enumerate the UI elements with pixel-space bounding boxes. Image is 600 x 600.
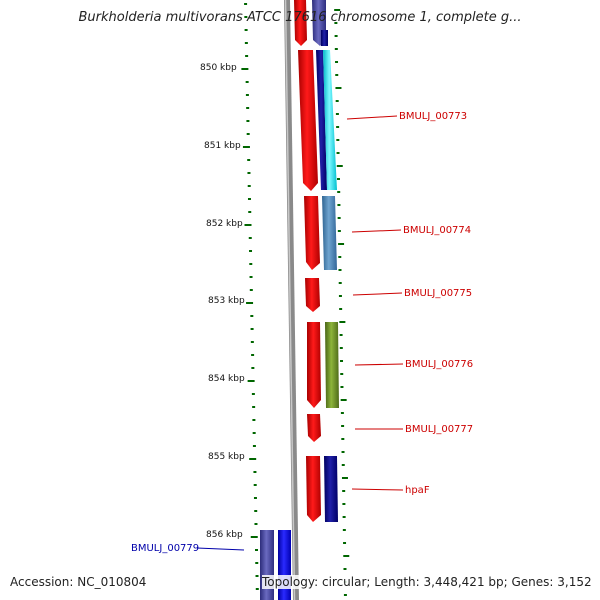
page-title: Burkholderia multivorans ATCC 17616 chro… — [78, 10, 522, 25]
scale-label-851: 851 kbp — [204, 141, 241, 151]
forward-strand-genes — [278, 0, 321, 600]
gene-arrow-00779[interactable] — [260, 530, 274, 600]
gene-labels: BMULJ_00773 BMULJ_00774 BMULJ_00775 BMUL… — [131, 111, 473, 554]
gene-label-hpaF[interactable]: hpaF — [405, 485, 430, 496]
gene-arrow-forward-6[interactable] — [306, 456, 321, 522]
gene-label-00773[interactable]: BMULJ_00773 — [399, 111, 467, 122]
gene-label-00776[interactable]: BMULJ_00776 — [405, 359, 473, 370]
leader-00776 — [354, 363, 404, 366]
accession-label: Accession: NC_010804 — [10, 575, 147, 589]
gene-track-ticks — [334, 9, 350, 596]
leader-00773 — [346, 115, 398, 120]
scale-label-855: 855 kbp — [208, 452, 245, 462]
gene-arrow-top-navy[interactable] — [321, 30, 328, 46]
chromosome-backbone — [284, 0, 299, 600]
topology-label: Topology: circular; Length: 3,448,421 bp… — [262, 575, 592, 589]
leader-00775 — [352, 292, 403, 296]
gene-arrow-forward-1[interactable] — [298, 50, 318, 191]
gene-arrow-00774[interactable] — [322, 196, 337, 270]
scale-label-850: 850 kbp — [200, 63, 237, 73]
gene-arrow-00773[interactable] — [323, 50, 337, 190]
gene-arrow-forward-4[interactable] — [307, 322, 321, 408]
gene-label-00775[interactable]: BMULJ_00775 — [404, 288, 472, 299]
leader-00779 — [196, 547, 245, 551]
gene-arrow-hpaF[interactable] — [324, 456, 338, 522]
reverse-strand-genes — [260, 0, 339, 600]
gene-label-00777[interactable]: BMULJ_00777 — [405, 424, 473, 435]
gene-arrow-00773-navy[interactable] — [316, 50, 327, 190]
gene-arrow-forward-7[interactable] — [278, 530, 291, 600]
scale-ticks — [241, 3, 259, 590]
chromosome-backbone-highlight — [284, 0, 296, 600]
gene-arrow-00776[interactable] — [325, 322, 339, 408]
leader-00774 — [351, 229, 402, 233]
gene-arrow-forward-0[interactable] — [294, 0, 307, 46]
gene-arrow-forward-2[interactable] — [304, 196, 320, 270]
scale-label-852: 852 kbp — [206, 219, 243, 229]
gene-arrow-forward-5[interactable] — [307, 414, 321, 442]
gene-arrow-forward-3[interactable] — [305, 278, 320, 312]
gene-label-leaders — [196, 115, 404, 551]
gene-label-00779[interactable]: BMULJ_00779 — [131, 543, 199, 554]
scale-labels: 850 kbp 851 kbp 852 kbp 853 kbp 854 kbp … — [200, 63, 245, 540]
gene-label-00774[interactable]: BMULJ_00774 — [403, 225, 471, 236]
scale-label-854: 854 kbp — [208, 374, 245, 384]
scale-label-853: 853 kbp — [208, 296, 245, 306]
scale-label-856: 856 kbp — [206, 530, 243, 540]
leader-hpaF — [351, 488, 404, 491]
